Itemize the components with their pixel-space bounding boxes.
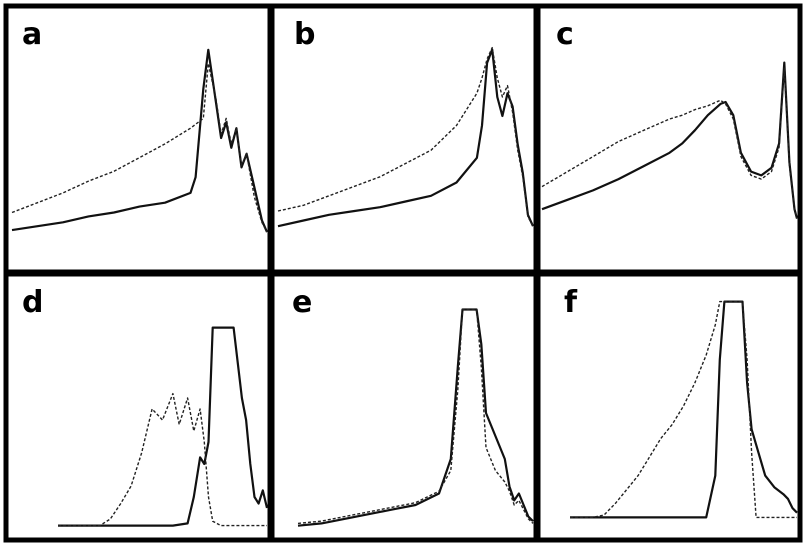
trace-d-dashed [58, 392, 267, 527]
panel-frame-f [535, 271, 803, 543]
panel-label-d: d [22, 285, 43, 320]
trace-c-dashed [541, 67, 798, 219]
trace-c-solid [541, 61, 799, 219]
trace-a-dashed [11, 62, 268, 233]
trace-e-solid [297, 308, 534, 527]
panel-label-c: c [556, 17, 574, 52]
panel-label-b: b [294, 17, 315, 52]
trace-d-solid [58, 326, 269, 527]
trace-b-solid [277, 48, 535, 228]
panel-label-f: f [564, 285, 578, 320]
panel-label-a: a [22, 17, 42, 52]
trace-e-dashed [297, 308, 534, 525]
trace-b-dashed [277, 46, 534, 227]
trace-f-dashed [570, 300, 797, 519]
panel-label-e: e [292, 285, 312, 320]
trace-layer [11, 46, 799, 527]
